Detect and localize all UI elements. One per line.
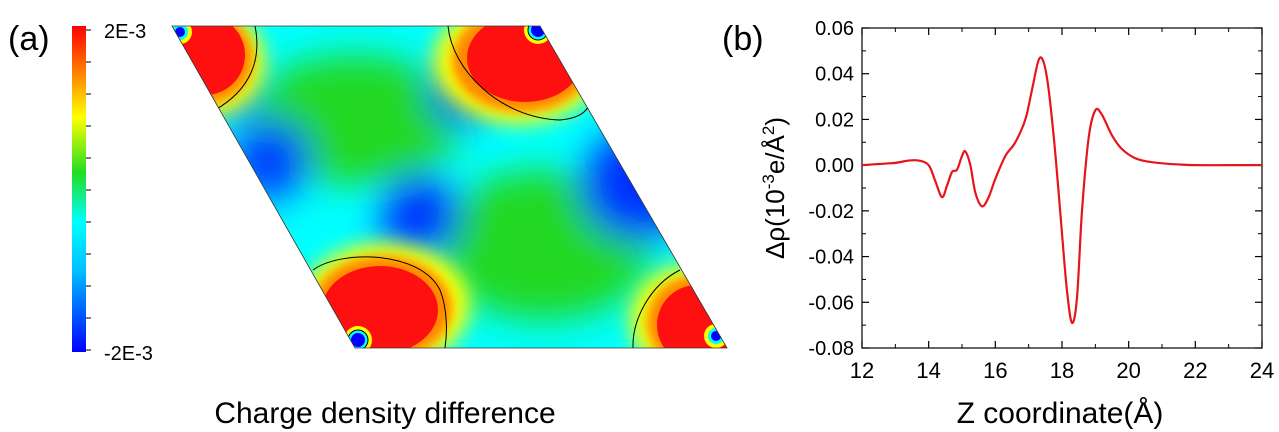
colorbar-max-label: 2E-3 xyxy=(104,21,146,43)
y-tick-label: 0.06 xyxy=(815,18,854,40)
panel-a-label: (a) xyxy=(8,20,50,58)
y-axis-label: Δρ(10-3e/Å2) xyxy=(759,117,790,259)
panel-b-label: (b) xyxy=(722,20,764,58)
heatmap-border xyxy=(171,25,728,349)
x-tick-label: 22 xyxy=(1183,358,1207,383)
y-tick-label: -0.06 xyxy=(808,292,854,314)
x-tick-label: 16 xyxy=(983,358,1007,383)
y-tick-label: 0.04 xyxy=(815,64,854,86)
atom-site-bottom-left xyxy=(344,326,372,348)
series-line xyxy=(861,56,1262,324)
colorbar-min-label: -2E-3 xyxy=(104,343,153,365)
y-tick-label: -0.04 xyxy=(808,247,854,269)
y-tick-label: 0.00 xyxy=(815,155,854,177)
x-tick-label: 12 xyxy=(850,358,874,383)
line-plot: 12 14 16 18 20 22 24 0.06 0.04 0.02 0.00 -0.02 -0.04… xyxy=(808,18,1274,383)
panel-a-caption: Charge density difference xyxy=(214,397,555,430)
x-tick-label: 14 xyxy=(916,358,940,383)
y-tick-label: -0.08 xyxy=(808,338,854,360)
colorbar xyxy=(72,26,86,352)
x-tick-label: 20 xyxy=(1116,358,1140,383)
x-tick-label: 24 xyxy=(1250,358,1274,383)
y-tick-label: -0.02 xyxy=(808,201,854,223)
x-tick-label: 18 xyxy=(1050,358,1074,383)
heatmap xyxy=(172,26,727,348)
atom-site-top-right xyxy=(524,26,552,44)
plot-frame xyxy=(861,27,1263,349)
atom-site-bottom-right xyxy=(704,324,727,348)
colorbar-ticks xyxy=(86,29,91,351)
y-tick-label: 0.02 xyxy=(815,109,854,131)
x-axis-label: Z coordinate(Å) xyxy=(957,397,1164,430)
